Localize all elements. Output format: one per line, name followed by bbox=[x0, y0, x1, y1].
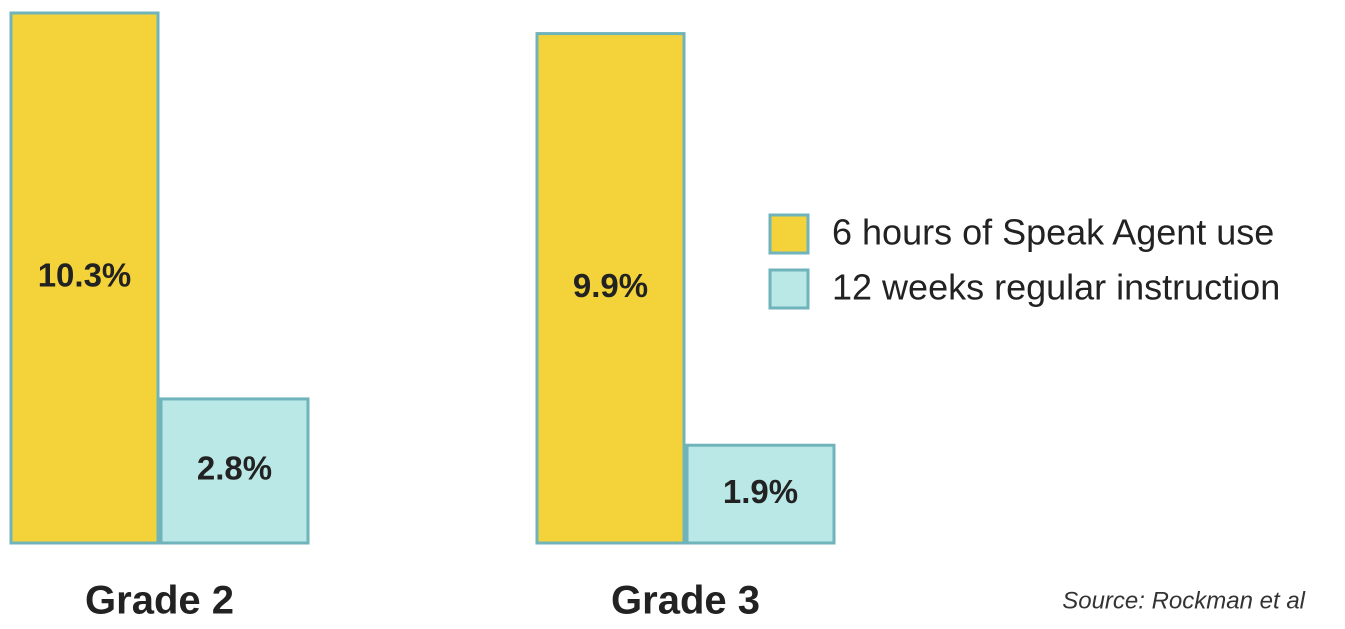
value-label: 9.9% bbox=[573, 267, 648, 304]
source-note: Source: Rockman et al bbox=[1062, 587, 1305, 614]
legend-swatch bbox=[768, 213, 810, 255]
legend-swatch bbox=[768, 268, 810, 310]
x-tick-label: Grade 2 bbox=[85, 579, 234, 623]
bar bbox=[159, 397, 310, 545]
bar bbox=[9, 11, 160, 545]
value-label: 2.8% bbox=[197, 450, 272, 487]
value-label: 10.3% bbox=[38, 257, 132, 294]
bar bbox=[685, 443, 836, 545]
bar bbox=[535, 32, 686, 545]
legend-label: 12 weeks regular instruction bbox=[832, 267, 1280, 308]
x-tick-label: Grade 3 bbox=[611, 579, 760, 623]
value-label: 1.9% bbox=[723, 473, 798, 510]
legend-label: 6 hours of Speak Agent use bbox=[832, 212, 1274, 253]
